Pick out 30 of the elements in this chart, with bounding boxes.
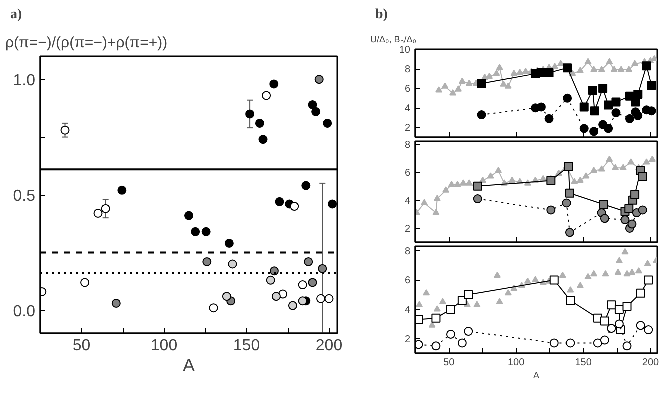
y-tick-label: 0.5 (13, 188, 36, 205)
y-tick-label: 6 (404, 276, 411, 287)
y-tick-label: 2 (404, 123, 411, 134)
y-axis-title: U/Δ₀, Bₙ/Δ₀ (370, 34, 417, 44)
x-tick-label: 200 (316, 338, 343, 354)
y-tick-label: 2 (404, 334, 411, 346)
y-tick-label: 8 (404, 64, 411, 76)
y-tick-label: 8 (404, 246, 411, 258)
y-tick-label: 4 (404, 305, 411, 316)
x-tick-label: 200 (642, 358, 660, 368)
y-tick-label: 10 (399, 45, 411, 56)
y-tick-label: 2 (404, 224, 411, 235)
y-tick-label: 8 (404, 140, 411, 151)
x-axis-title: A (534, 370, 540, 380)
x-tick-label: 50 (444, 358, 456, 368)
y-tick-label: 6 (404, 168, 411, 179)
x-axis-title: A (182, 356, 196, 376)
x-tick-label: 150 (575, 358, 592, 368)
text: a) (10, 8, 22, 22)
x-tick-label: 50 (72, 338, 91, 354)
y-tick-label: 4 (404, 196, 411, 207)
y-tick-label: 1.0 (13, 72, 36, 90)
y-tick-label: 0.0 (13, 303, 36, 320)
y-axis-title: ρ(π=−)/(ρ(π=−)+ρ(π=+)) (6, 34, 168, 52)
y-tick-label: 6 (404, 84, 411, 96)
text: b) (376, 8, 388, 22)
x-tick-label: 100 (508, 358, 526, 368)
x-tick-label: 100 (150, 338, 178, 354)
y-tick-label: 4 (404, 104, 411, 115)
x-tick-label: 150 (233, 338, 260, 354)
